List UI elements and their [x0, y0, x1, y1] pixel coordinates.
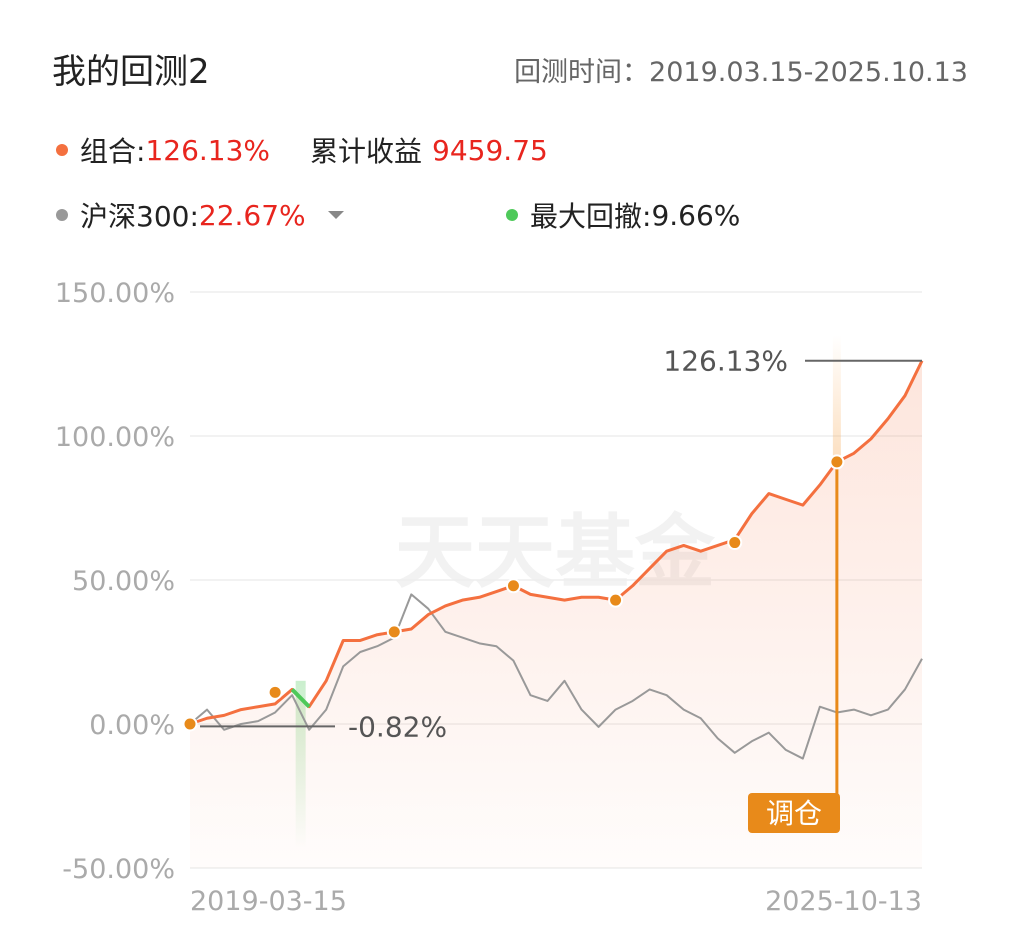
- legend-dot: [56, 209, 68, 221]
- label: 沪深300:: [80, 200, 199, 233]
- value: 126.13%: [145, 133, 271, 167]
- value: 9.66%: [651, 198, 741, 232]
- y-tick-label: 50.00%: [72, 566, 175, 597]
- drawdown-segment: [290, 688, 311, 709]
- legend-dot: [56, 144, 68, 156]
- label: 最大回撤:: [530, 200, 652, 233]
- rebalance-point: [386, 624, 402, 640]
- dropdown[interactable]: [326, 209, 346, 221]
- y-tick-label: -50.00%: [62, 854, 175, 885]
- legend-dot: [506, 209, 518, 221]
- label: 组合:: [80, 135, 146, 168]
- y-tick-label: 0.00%: [89, 710, 175, 741]
- y-tick-label: 100.00%: [55, 422, 175, 453]
- x-tick-label: 2019-03-15: [190, 886, 347, 917]
- period: 回测时间：2019.03.15-2025.10.13: [514, 57, 968, 88]
- rebalance-tag: [748, 793, 840, 833]
- rebalance-point: [505, 578, 521, 594]
- stats-row: 组合: 126.13% 累计收益 9459.75: [56, 130, 548, 170]
- annotation: -0.82%: [348, 710, 447, 743]
- series-line: [189, 360, 924, 726]
- value: 9459.75: [432, 133, 548, 167]
- rebalance-point: [267, 684, 283, 700]
- rebalance-point: [608, 592, 624, 608]
- x-tick-label: 2025-10-13: [765, 886, 922, 917]
- rebalance-point: [727, 535, 743, 551]
- value: 22.67%: [198, 198, 306, 232]
- rebalance-label: 调仓: [766, 797, 822, 830]
- area: [190, 360, 922, 868]
- title: 我的回测2: [52, 52, 210, 92]
- stats-row: 最大回撤: 9.66%: [506, 195, 740, 235]
- label: 累计收益: [310, 135, 423, 168]
- stats-row: 沪深300: 22.67%: [56, 195, 346, 235]
- rebalance-point: [829, 454, 845, 470]
- annotation: 126.13%: [663, 345, 788, 378]
- rebalance-point: [182, 716, 198, 732]
- rebalance-highlight: [832, 335, 841, 462]
- y-tick-label: 150.00%: [55, 278, 175, 309]
